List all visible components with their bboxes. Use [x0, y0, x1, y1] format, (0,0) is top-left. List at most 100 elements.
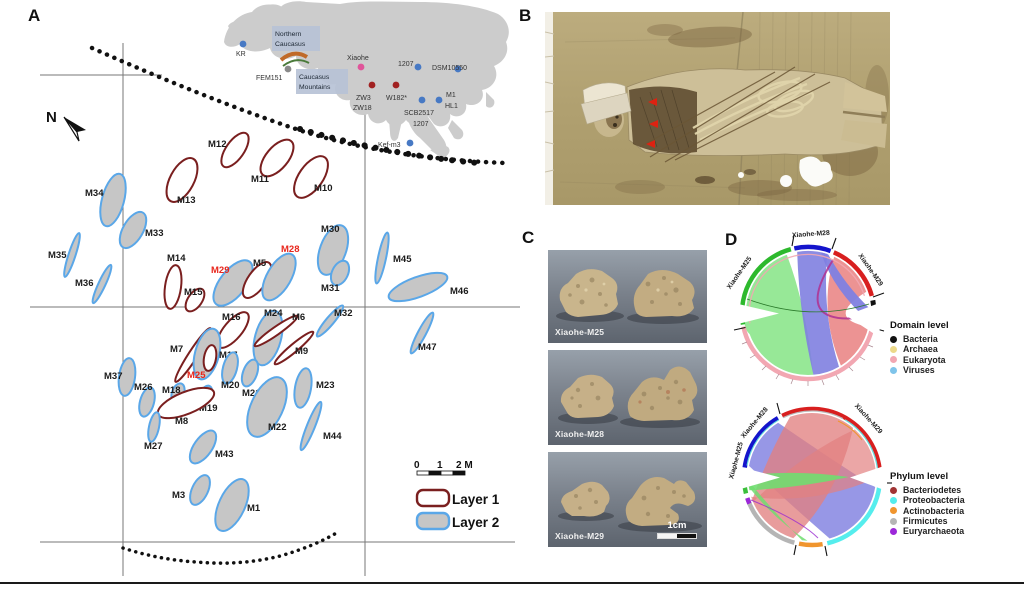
tomb-m3: [189, 474, 211, 506]
site-dot-w182-: [392, 81, 400, 89]
inset-region-box-0: [272, 26, 320, 51]
layer-legend: Layer 1 Layer 2: [415, 488, 500, 531]
chord-top: Xiaohe-M25 Xiaohe-M28 Xiaohe-M29: [726, 230, 885, 386]
tomb-m26: [138, 386, 156, 418]
tomb-label-m15: M15: [184, 287, 203, 298]
phylum-legend-item-bacteriodetes: Bacteriodetes: [890, 485, 1020, 495]
tomb-m34: [99, 172, 127, 228]
fur-collar: [629, 86, 697, 154]
tomb-label-m19: M19: [199, 403, 217, 414]
site-label-scb2517-1207: SCB2517: [404, 110, 434, 117]
tomb-m45: [374, 231, 390, 285]
site-label-w182-: W182*: [386, 95, 407, 102]
domain-legend-dot-bacteria: [890, 335, 897, 343]
tomb-m28: [261, 252, 297, 302]
domain-legend-title: Domain level: [890, 320, 949, 331]
domain-legend-item-archaea: Archaea: [890, 344, 1020, 354]
phylum-legend-dot-bacteriodetes: [890, 486, 897, 494]
tomb-m14: [163, 264, 183, 310]
phylum-legend-label-firmicutes: Firmicutes: [903, 516, 948, 527]
site-dot-1207: [414, 63, 422, 71]
site-label-1207: 1207: [398, 61, 414, 68]
site-label-m1-hl1-1: HL1: [445, 103, 458, 110]
inset-map: Northern Caucasus Caucasus Mountains KR FEM1…: [224, 1, 509, 158]
map-gridlines: [30, 43, 520, 576]
sample-arrows-icon: [646, 98, 658, 148]
tomb-label-m13: M13: [177, 195, 195, 206]
domain-legend-label-eukaryota: Eukaryota: [903, 354, 946, 365]
inset-region-label2-1: Mountains: [299, 84, 331, 91]
tomb-label-m10: M10: [314, 183, 332, 194]
sample-label-m29: Xiaohe-M29: [555, 531, 605, 541]
tomb-m1: [214, 478, 250, 532]
tomb-label-m26: M26: [134, 382, 152, 393]
phylum-legend-title: Phylum level: [890, 471, 949, 482]
tomb-m47: [409, 311, 435, 355]
tomb-label-m46: M46: [450, 286, 468, 297]
site-label-dsm10550: DSM10550: [432, 65, 467, 72]
layer2-swatch: [415, 511, 451, 531]
cloth-fringe: [545, 12, 553, 205]
tomb-label-m44: M44: [323, 431, 342, 442]
tomb-label-m16: M16: [222, 312, 240, 323]
scale-tick-1: 1: [437, 460, 443, 471]
phylum-legend-label-proteobacteria: Proteobacteria: [903, 495, 965, 506]
scale-tick-0: 0: [414, 460, 420, 471]
tomb-label-m23: M23: [316, 380, 334, 391]
tomb-label-m47: M47: [418, 342, 436, 353]
site-map: Northern Caucasus Caucasus Mountains KR FEM1…: [30, 1, 520, 576]
tomb-label-m24: M24: [264, 308, 283, 319]
site-label-zw3-zw18: ZW3: [356, 95, 371, 102]
tomb-label-m22: M22: [268, 422, 286, 433]
tomb-m36: [91, 263, 113, 305]
phylum-legend-item-actinobacteria: Actinobacteria: [890, 506, 1020, 516]
tomb-label-m30: M30: [321, 224, 339, 235]
tomb-m22: [246, 376, 288, 438]
tomb-label-m34: M34: [85, 188, 104, 199]
domain-legend-item-eukaryota: Eukaryota: [890, 355, 1020, 365]
white-objects: [738, 156, 833, 187]
tomb-m17: [202, 344, 218, 372]
sample-label-m25: Xiaohe-M25: [555, 327, 605, 337]
phylum-legend-label-actinobacteria: Actinobacteria: [903, 505, 965, 516]
chord-top-label-m28: Xiaohe-M28: [792, 230, 830, 240]
site-dot-xiaohe: [357, 63, 365, 71]
tomb-m27: [147, 411, 161, 443]
tomb-label-m28: M28: [281, 244, 299, 255]
tomb-m35: [63, 232, 81, 278]
site-label-fem151: FEM151: [256, 75, 283, 82]
tomb-label-m6: M6: [292, 312, 305, 323]
phylum-legend: Phylum level Bacteriodetes Proteobacteria…: [890, 471, 1020, 536]
north-label: N: [46, 109, 57, 126]
photo-scale-text: 1cm: [667, 520, 687, 531]
domain-legend-dot-archaea: [890, 345, 897, 353]
tomb-m12: [220, 131, 250, 169]
tomb-label-m45: M45: [393, 254, 412, 265]
north-arrow-icon: N: [46, 109, 86, 142]
domain-legend-dot-eukaryota: [890, 356, 897, 364]
site-label-scb2517-1207-1: 1207: [413, 121, 429, 128]
sample-photo-m28: Xiaohe-M28: [548, 350, 707, 445]
domain-legend-label-viruses: Viruses: [903, 365, 935, 376]
site-dot-scb2517-1207: [418, 96, 426, 104]
mummy-photo: [545, 12, 890, 205]
tomb-m20: [221, 351, 239, 385]
caucasus-ridge-icon: [279, 51, 309, 62]
tomb-m32: [315, 304, 345, 338]
domain-legend: Domain level Bacteria Archaea Eukaryota Vir…: [890, 320, 1020, 375]
tomb-label-m27: M27: [144, 441, 162, 452]
scale-tick-2: 2 M: [456, 460, 473, 471]
site-label-kr: KR: [236, 51, 246, 58]
panel-b-label: B: [519, 6, 532, 25]
chord-bottom: Xiaohe-M25 Xiaohe-M28 Xiaohe-M29: [728, 403, 892, 557]
tomb-label-m31: M31: [321, 283, 340, 294]
phylum-legend-item-proteobacteria: Proteobacteria: [890, 495, 1020, 505]
domain-legend-item-viruses: Viruses: [890, 365, 1020, 375]
tomb-label-m9: M9: [295, 346, 308, 357]
tomb-m43: [188, 429, 218, 465]
inset-region-label-0: Northern: [275, 31, 302, 38]
panel-c-label: C: [522, 228, 535, 247]
tomb-label-m18: M18: [162, 385, 180, 396]
site-dot-m1-hl1: [435, 96, 443, 104]
